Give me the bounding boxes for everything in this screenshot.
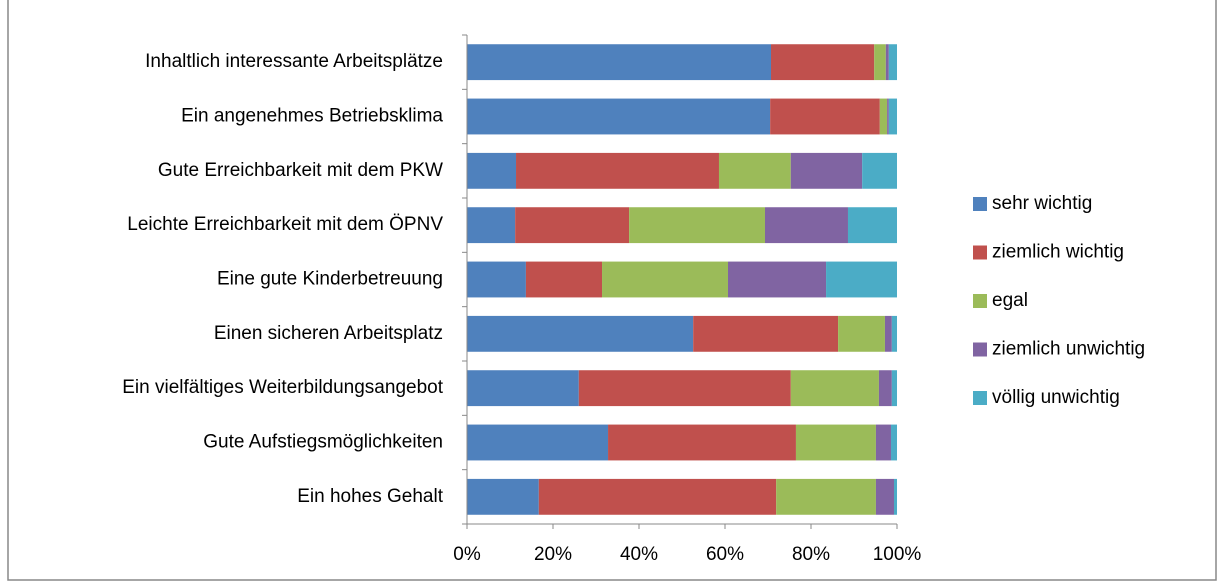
bar-segment: [467, 207, 516, 244]
bar-segment: [629, 207, 765, 244]
bar-segment: [467, 315, 694, 352]
bar-segment: [515, 207, 630, 244]
bar-segment: [887, 98, 889, 135]
bar-segment: [467, 98, 771, 135]
legend-label: egal: [992, 290, 1028, 311]
bar-segment: [728, 261, 827, 298]
y-tick-label: Gute Erreichbarkeit mit dem PKW: [158, 160, 443, 181]
y-tick-label: Einen sicheren Arbeitsplatz: [214, 323, 443, 344]
bar-segment: [764, 207, 848, 244]
bar-segment: [888, 44, 897, 81]
x-tick-label: 0%: [453, 544, 481, 565]
y-tick-label: Leichte Erreichbarkeit mit dem ÖPNV: [127, 214, 443, 235]
y-tick-label: Ein vielfältiges Weiterbildungsangebot: [122, 377, 443, 398]
bar-segment: [608, 424, 796, 461]
bar-segment: [875, 424, 891, 461]
x-tick-label: 100%: [873, 544, 922, 565]
y-tick-label: Ein hohes Gehalt: [297, 486, 443, 507]
x-tick-label: 20%: [534, 544, 572, 565]
bar-segment: [891, 315, 897, 352]
bar-segment: [875, 478, 894, 515]
bar-segment: [602, 261, 729, 298]
y-tick-label: Ein angenehmes Betriebsklima: [181, 106, 443, 127]
legend-swatch: [973, 197, 987, 211]
x-tick-label: 40%: [620, 544, 658, 565]
bar-segment: [847, 207, 897, 244]
bar-segment: [885, 44, 889, 81]
bar-segment: [467, 424, 609, 461]
legend-swatch: [973, 391, 987, 405]
y-tick-label: Gute Aufstiegsmöglichkeiten: [203, 432, 443, 453]
bar-segment: [770, 98, 880, 135]
bar-segment: [467, 370, 579, 407]
bar-segment: [838, 315, 885, 352]
legend-swatch: [973, 294, 987, 308]
bar-segment: [525, 261, 603, 298]
bar-segment: [790, 370, 879, 407]
bar-segment: [891, 370, 897, 407]
bar-segment: [467, 152, 517, 189]
y-tick-label: Eine gute Kinderbetreuung: [217, 269, 443, 290]
bar-segment: [578, 370, 791, 407]
bar-segment: [879, 98, 888, 135]
bar-segment: [878, 370, 892, 407]
bar-segment: [862, 152, 897, 189]
y-tick-label: Inhaltlich interessante Arbeitsplätze: [145, 51, 443, 72]
bar-segment: [538, 478, 777, 515]
legend-swatch: [973, 342, 987, 357]
bar-segment: [790, 152, 863, 189]
legend-label: sehr wichtig: [992, 193, 1092, 214]
legend-label: völlig unwichtig: [992, 387, 1120, 408]
bar-segment: [776, 478, 876, 515]
bar-segment: [467, 478, 539, 515]
bar-segment: [516, 152, 719, 189]
bar-segment: [795, 424, 876, 461]
x-tick-label: 60%: [706, 544, 744, 565]
bar-segment: [718, 152, 791, 189]
bar-segment: [826, 261, 897, 298]
bar-segment: [874, 44, 886, 81]
legend-swatch: [973, 245, 987, 260]
legend-label: ziemlich unwichtig: [992, 339, 1145, 360]
bar-segment: [884, 315, 892, 352]
bar-segment: [890, 424, 897, 461]
bar-segment: [467, 44, 772, 81]
bar-segment: [693, 315, 839, 352]
bar-segment: [893, 478, 897, 515]
bar-segment: [771, 44, 875, 81]
legend-label: ziemlich wichtig: [992, 242, 1124, 263]
x-tick-label: 80%: [792, 544, 830, 565]
bar-segment: [888, 98, 897, 135]
bar-segment: [467, 261, 526, 298]
